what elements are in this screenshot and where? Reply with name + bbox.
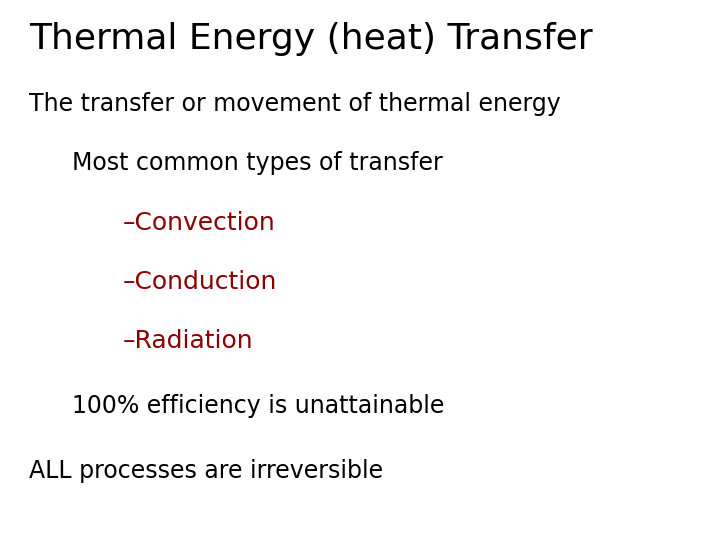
- Text: Most common types of transfer: Most common types of transfer: [72, 151, 443, 175]
- Text: The transfer or movement of thermal energy: The transfer or movement of thermal ener…: [29, 92, 561, 116]
- Text: ALL processes are irreversible: ALL processes are irreversible: [29, 459, 383, 483]
- Text: –Radiation: –Radiation: [122, 329, 253, 353]
- Text: 100% efficiency is unattainable: 100% efficiency is unattainable: [72, 394, 444, 418]
- Text: –Conduction: –Conduction: [122, 270, 276, 294]
- Text: –Convection: –Convection: [122, 211, 275, 234]
- Text: Thermal Energy (heat) Transfer: Thermal Energy (heat) Transfer: [29, 22, 593, 56]
